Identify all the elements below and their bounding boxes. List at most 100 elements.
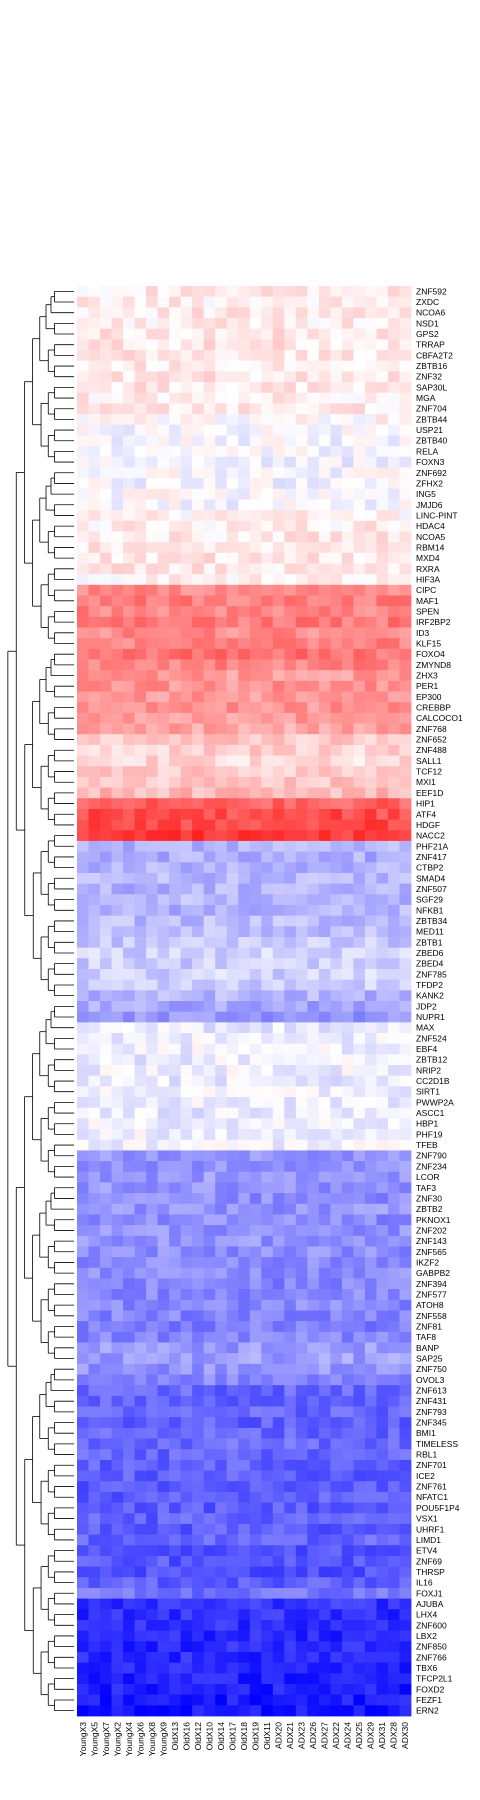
- heatmap-cell: [249, 1235, 262, 1247]
- heatmap-cell: [180, 1118, 193, 1130]
- heatmap-cell: [376, 307, 389, 319]
- heatmap-cell: [203, 659, 216, 671]
- heatmap-cell: [157, 819, 170, 831]
- heatmap-cell: [364, 1086, 377, 1098]
- heatmap-cell: [318, 1566, 331, 1578]
- heatmap-cell: [284, 1278, 297, 1290]
- row-label: JDP2: [416, 1001, 437, 1011]
- heatmap-cell: [146, 1097, 159, 1109]
- heatmap-cell: [330, 659, 343, 671]
- heatmap-cell: [249, 638, 262, 650]
- heatmap-cell: [192, 712, 205, 724]
- heatmap-cell: [157, 1150, 170, 1162]
- heatmap-cell: [100, 702, 112, 714]
- heatmap-cell: [238, 307, 251, 319]
- heatmap-cell: [341, 520, 354, 532]
- heatmap-cell: [88, 1449, 101, 1461]
- heatmap-cell: [307, 1374, 320, 1386]
- heatmap-cell: [100, 670, 112, 682]
- heatmap-cell: [387, 958, 400, 970]
- heatmap-cell: [318, 723, 331, 735]
- heatmap-cell: [238, 382, 251, 394]
- heatmap-cell: [123, 958, 135, 970]
- heatmap-cell: [77, 851, 89, 863]
- heatmap-cell: [330, 1374, 343, 1386]
- heatmap-cell: [215, 1150, 228, 1162]
- heatmap-cell: [100, 1534, 112, 1546]
- heatmap-cell: [353, 1097, 366, 1109]
- heatmap-cell: [100, 520, 112, 532]
- heatmap-cell: [203, 1235, 216, 1247]
- heatmap-cell: [307, 1587, 320, 1600]
- row-label: CREBBP: [416, 703, 451, 713]
- heatmap-cell: [307, 1203, 320, 1215]
- heatmap-cell: [307, 1310, 320, 1322]
- heatmap-cell: [249, 307, 262, 319]
- heatmap-cell: [169, 840, 182, 852]
- heatmap-cell: [134, 1481, 147, 1493]
- heatmap-cell: [376, 851, 389, 863]
- heatmap-cell: [284, 1534, 297, 1546]
- heatmap-cell: [376, 1694, 389, 1706]
- heatmap-cell: [318, 446, 331, 458]
- heatmap-cell: [123, 1065, 135, 1077]
- heatmap-cell: [238, 1054, 251, 1066]
- heatmap-cell: [180, 1481, 193, 1493]
- heatmap-cell: [226, 1171, 239, 1183]
- heatmap-cell: [111, 1289, 124, 1301]
- heatmap-cell: [330, 990, 343, 1002]
- heatmap-cell: [330, 1289, 343, 1301]
- heatmap-cell: [261, 1545, 274, 1557]
- heatmap-cell: [330, 1214, 343, 1226]
- heatmap-cell: [295, 1363, 308, 1375]
- heatmap-cell: [88, 1203, 101, 1215]
- heatmap-cell: [192, 1299, 205, 1311]
- heatmap-cell: [169, 360, 182, 372]
- row-label: ZBTB16: [416, 361, 447, 371]
- heatmap-cell: [111, 1235, 124, 1247]
- heatmap-cell: [88, 1673, 101, 1685]
- heatmap-cell: [353, 830, 366, 842]
- heatmap-cell: [157, 766, 170, 778]
- heatmap-cell: [203, 830, 216, 842]
- heatmap-cell: [249, 1481, 262, 1493]
- heatmap-cell: [238, 1299, 251, 1311]
- heatmap-cell: [318, 680, 331, 692]
- heatmap-cell: [330, 1086, 343, 1098]
- heatmap-cell: [157, 542, 170, 554]
- heatmap-cell: [88, 574, 101, 586]
- heatmap-cell: [77, 1545, 89, 1557]
- row-label: LBX2: [416, 1631, 437, 1641]
- heatmap-cell: [134, 1545, 147, 1557]
- heatmap-cell: [77, 926, 89, 938]
- heatmap-cell: [77, 1705, 89, 1717]
- heatmap-cell: [307, 1662, 320, 1674]
- heatmap-cell: [284, 435, 297, 447]
- heatmap-cell: [146, 1203, 159, 1215]
- heatmap-cell: [318, 755, 331, 767]
- heatmap-cell: [307, 1470, 320, 1482]
- heatmap-cell: [123, 1545, 135, 1557]
- heatmap-cell: [77, 659, 89, 671]
- heatmap-cell: [180, 1651, 193, 1664]
- heatmap-cell: [123, 1086, 135, 1098]
- heatmap-cell: [192, 339, 205, 351]
- heatmap-cell: [238, 510, 251, 522]
- heatmap-cell: [226, 1299, 239, 1311]
- heatmap-cell: [387, 883, 400, 895]
- heatmap-cell: [192, 883, 205, 895]
- heatmap-cell: [284, 1022, 297, 1034]
- heatmap-cell: [284, 467, 297, 479]
- heatmap-cell: [77, 670, 89, 682]
- heatmap-cell: [215, 328, 228, 340]
- heatmap-cell: [318, 360, 331, 372]
- heatmap-cell: [249, 1683, 262, 1696]
- heatmap-cell: [238, 1555, 251, 1567]
- heatmap-cell: [341, 1353, 354, 1365]
- column-label: YoungX7: [101, 1722, 111, 1756]
- heatmap-cell: [353, 894, 366, 906]
- heatmap-cell: [146, 616, 159, 628]
- row-label: SAP30L: [416, 382, 447, 392]
- heatmap-cell: [295, 1406, 308, 1418]
- heatmap-cell: [376, 1075, 389, 1087]
